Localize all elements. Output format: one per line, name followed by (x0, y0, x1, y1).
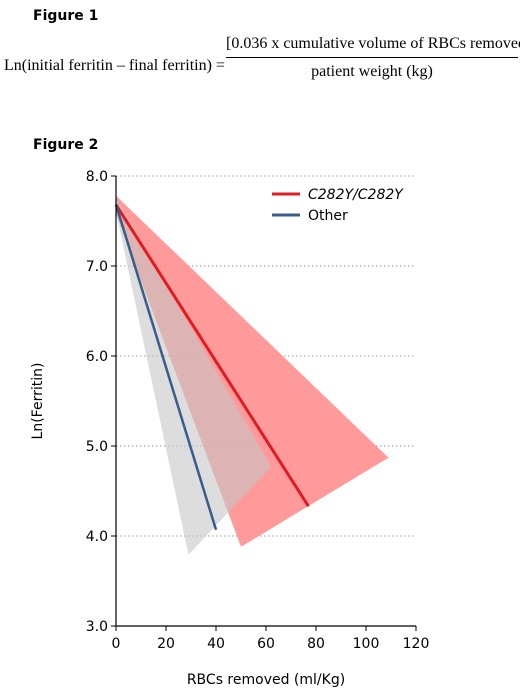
figure1-label: Figure 1 (33, 8, 99, 24)
x-tick-label: 40 (207, 636, 225, 652)
y-axis-label: Ln(Ferritin) (30, 363, 46, 440)
confidence-bands (116, 195, 389, 555)
series-line-c282y (114, 203, 310, 508)
equation-lhs: Ln(initial ferritin – final ferritin) = (4, 57, 225, 74)
y-tick-label: 7.0 (86, 259, 108, 275)
x-tick-label: 100 (353, 636, 380, 652)
legend-label: Other (308, 208, 348, 224)
x-tick-label: 20 (157, 636, 175, 652)
series-line-other (114, 204, 218, 531)
equation-numerator: [0.036 x cumulative volume of RBCs remov… (226, 35, 520, 52)
ferritin-equation: Ln(initial ferritin – final ferritin) = … (0, 33, 520, 103)
y-tick-label: 5.0 (86, 439, 108, 455)
x-tick-label: 120 (403, 636, 430, 652)
x-tick-labels: 0 20 40 60 80 100 120 (112, 636, 430, 652)
fraction-bar (226, 57, 518, 58)
confidence-band-other (116, 197, 271, 555)
ferritin-chart: 3.0 4.0 5.0 6.0 7.0 8.0 0 20 40 60 80 100 120 Ln(Fe… (30, 169, 430, 688)
figure2-label: Figure 2 (33, 137, 99, 153)
x-axis-label: RBCs removed (ml/Kg) (187, 672, 345, 688)
x-tick-label: 60 (257, 636, 275, 652)
legend: C282Y/C282Y Other (272, 187, 404, 224)
y-tick-labels: 3.0 4.0 5.0 6.0 7.0 8.0 (86, 169, 108, 635)
y-tick-label: 6.0 (86, 349, 108, 365)
y-tick-label: 8.0 (86, 169, 108, 185)
equation-denominator: patient weight (kg) (311, 63, 433, 80)
series-lines (114, 203, 310, 531)
legend-label: C282Y/C282Y (308, 187, 404, 203)
y-tick-label: 4.0 (86, 529, 108, 545)
y-tick-label: 3.0 (86, 619, 108, 635)
axes (111, 175, 417, 631)
confidence-band-c282y (116, 195, 389, 547)
x-tick-label: 0 (112, 636, 121, 652)
x-tick-label: 80 (307, 636, 325, 652)
equation-fraction: [0.036 x cumulative volume of RBCs remov… (226, 33, 520, 81)
